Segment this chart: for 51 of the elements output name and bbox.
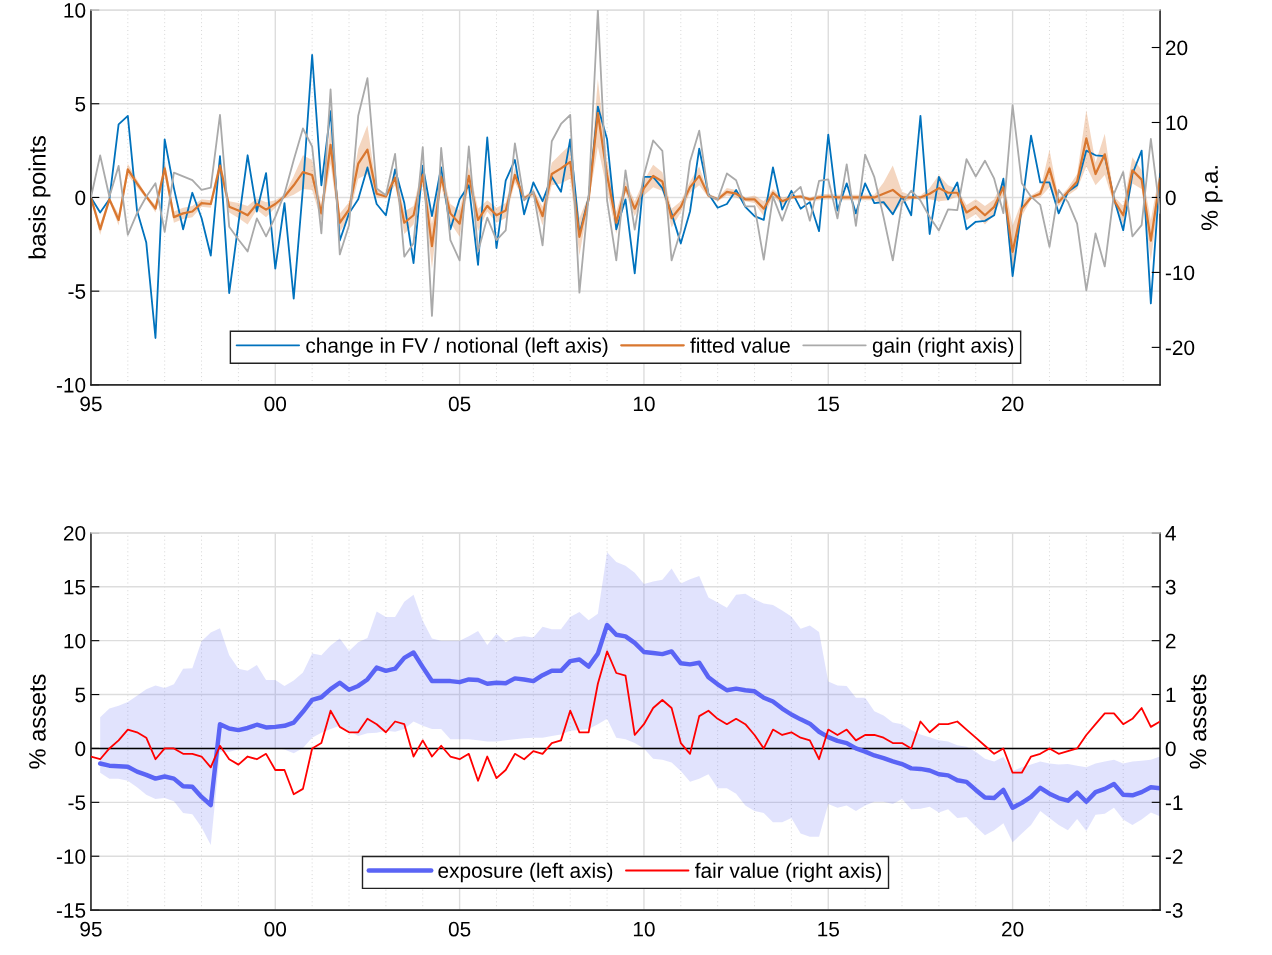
y-tick-label: 0: [75, 741, 86, 757]
line-series: [90, 54, 1161, 339]
y-tick-label: 10: [64, 3, 86, 18]
line-series: [97, 622, 1161, 810]
x-tick-label: 00: [264, 921, 287, 937]
legend-label: exposure (left axis): [438, 862, 613, 883]
y2-tick-label: 1: [1166, 687, 1176, 703]
y-tick-label: -5: [68, 795, 86, 811]
y2-axis-title: % p.a.: [1201, 166, 1223, 231]
y2-tick-label: -3: [1165, 903, 1183, 918]
x-tick-label: 05: [448, 921, 471, 937]
legend-label: fair value (right axis): [695, 862, 881, 883]
y-tick-label: 5: [75, 687, 86, 703]
y2-tick-label: 0: [1165, 741, 1176, 757]
x-tick-label: 95: [80, 921, 102, 937]
y2-tick-label: -10: [1165, 265, 1195, 281]
legend-label: gain (right axis): [872, 337, 1014, 357]
y-axis-title: basis points: [28, 135, 51, 259]
y-tick-label: 20: [63, 525, 86, 541]
line-series: [90, 650, 1161, 796]
y-tick-label: 10: [64, 633, 86, 649]
y2-tick-label: 3: [1165, 579, 1176, 595]
legend-label: change in FV / notional (left axis): [306, 337, 608, 357]
y2-tick-label: 4: [1165, 526, 1176, 541]
y-tick-label: -15: [56, 903, 86, 918]
x-tick-label: 00: [264, 396, 287, 412]
y2-axis-title: % assets: [1189, 674, 1207, 769]
y-tick-label: 5: [75, 96, 86, 112]
y2-tick-label: -2: [1165, 849, 1183, 864]
y-tick-label: -10: [56, 849, 86, 864]
legend-label: fitted value: [690, 337, 790, 353]
y-tick-label: -10: [56, 377, 86, 393]
line-series: [90, 112, 1161, 253]
x-tick-label: 05: [448, 396, 471, 412]
y2-tick-label: 10: [1166, 115, 1188, 131]
y2-tick-label: 0: [1165, 190, 1176, 206]
x-tick-label: 15: [818, 921, 839, 937]
x-tick-label: 15: [818, 396, 839, 412]
x-tick-label: 10: [633, 921, 655, 937]
x-tick-label: 20: [1002, 921, 1024, 937]
x-tick-label: 10: [633, 396, 655, 412]
x-tick-label: 20: [1002, 396, 1024, 412]
y2-tick-label: -1: [1165, 795, 1183, 810]
y2-tick-label: 20: [1165, 40, 1188, 56]
y2-tick-label: -20: [1165, 340, 1195, 356]
y-tick-label: -5: [68, 284, 86, 299]
x-tick-label: 95: [80, 396, 102, 412]
y-tick-label: 15: [64, 580, 86, 595]
y2-tick-label: 2: [1165, 633, 1176, 649]
y-axis-title: % assets: [29, 674, 46, 769]
y-tick-label: 0: [75, 190, 86, 206]
